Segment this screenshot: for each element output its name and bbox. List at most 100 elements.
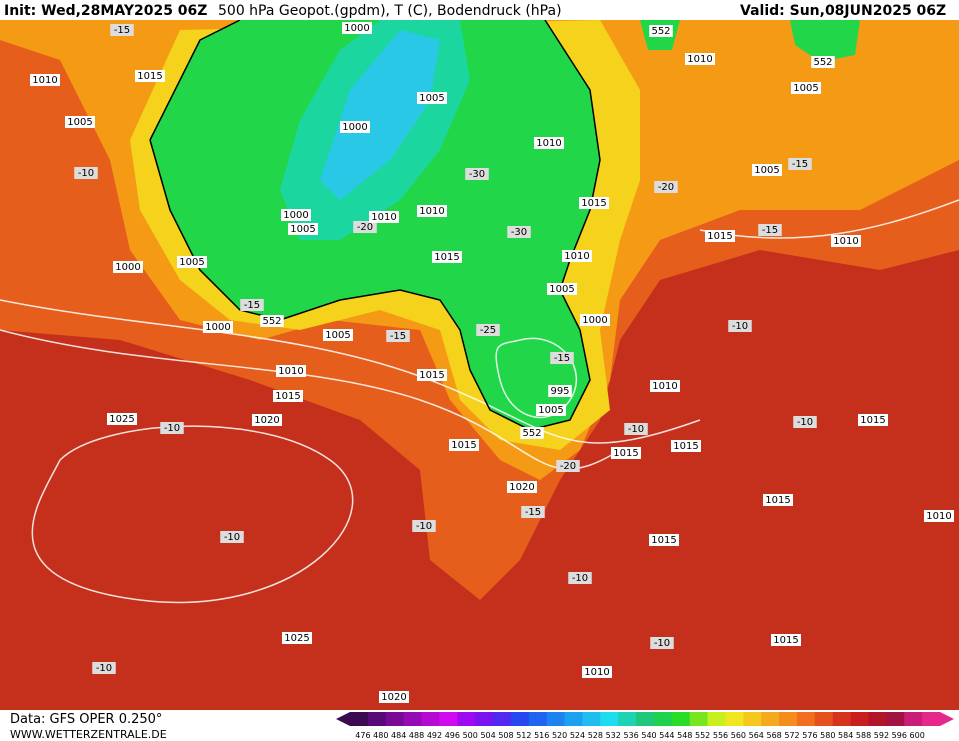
- temperature-label: -10: [572, 573, 588, 584]
- pressure-label: 1010: [584, 667, 609, 678]
- pressure-label-box: [276, 365, 306, 377]
- colorbar-label: 512: [516, 731, 531, 740]
- temperature-label: -15: [390, 331, 406, 342]
- pressure-label-box: [924, 510, 954, 522]
- pressure-label: 1005: [419, 93, 444, 104]
- pressure-label: 1015: [651, 535, 676, 546]
- colorbar-label: 560: [731, 731, 746, 740]
- pressure-label: 995: [550, 386, 569, 397]
- init-time: Init: Wed,28MAY2025 06Z: [4, 3, 207, 19]
- pressure-label-box: [671, 440, 701, 452]
- pressure-label-box: [685, 53, 715, 65]
- colorbar-swatch: [510, 712, 530, 726]
- pressure-label: 1010: [278, 366, 303, 377]
- pressure-label-box: [791, 82, 821, 94]
- valid-time: Valid: Sun,08JUN2025 06Z: [740, 3, 946, 19]
- temperature-label: -15: [762, 225, 778, 236]
- pressure-label: 552: [651, 26, 670, 37]
- pressure-label: 1015: [765, 495, 790, 506]
- pressure-label: 1020: [381, 692, 406, 703]
- colorbar-label: 592: [874, 731, 889, 740]
- pressure-label-box: [649, 534, 679, 546]
- colorbar-label: 476: [355, 731, 370, 740]
- temperature-label: -10: [797, 417, 813, 428]
- colorbar-swatch: [564, 712, 583, 726]
- temperature-label: -10: [224, 532, 240, 543]
- pressure-label-box: [273, 390, 303, 402]
- pressure-label: 1005: [325, 330, 350, 341]
- temperature-label: -10: [78, 168, 94, 179]
- pressure-label-box: [831, 235, 861, 247]
- pressure-label-box: [177, 256, 207, 268]
- pressure-label-box: [432, 251, 462, 263]
- pressure-label-box: [547, 283, 577, 295]
- temperature-label: -15: [792, 159, 808, 170]
- pressure-label: 1000: [344, 23, 369, 34]
- colorbar-label: 556: [713, 731, 728, 740]
- colorbar-swatch: [528, 712, 548, 726]
- temperature-label-box: [110, 24, 134, 36]
- colorbar-swatch: [600, 712, 619, 726]
- colorbar-label: 516: [534, 731, 549, 740]
- colorbar-swatch: [868, 712, 887, 726]
- map-labels: -15 1010 1015 1005 -10 1000 1005 1000 -15 552 1005…: [30, 22, 954, 703]
- pressure-label-box: [771, 634, 801, 646]
- temperature-label-box: [160, 422, 184, 434]
- colorbar: 476 480 484 488 492 496 500 504 508 512 516 520 524 5…: [336, 712, 954, 740]
- temperature-label-box: [793, 416, 817, 428]
- pressure-label-box: [580, 314, 610, 326]
- contour-552: [149, 19, 601, 431]
- data-source: Data: GFS OPER 0.250°: [10, 712, 162, 727]
- pressure-label: 1005: [179, 257, 204, 268]
- temperature-label-box: [92, 662, 116, 674]
- pressure-label-box: [858, 414, 888, 426]
- temperature-label-box: [568, 572, 592, 584]
- temperature-label-box: [74, 167, 98, 179]
- colorbar-swatch: [582, 712, 601, 726]
- pressure-label: 1000: [205, 322, 230, 333]
- temperature-label: -10: [654, 638, 670, 649]
- pressure-label: 1005: [67, 117, 92, 128]
- pressure-label: 552: [522, 428, 541, 439]
- pressure-label: 1015: [860, 415, 885, 426]
- pressure-label: 1015: [613, 448, 638, 459]
- colorbar-swatch: [779, 712, 798, 726]
- colorbar-swatch: [689, 712, 709, 726]
- pressure-label-box: [369, 211, 399, 223]
- colorbar-label: 588: [856, 731, 871, 740]
- field-green-ne: [640, 20, 860, 62]
- pressure-label-box: [611, 447, 641, 459]
- colorbar-swatch: [796, 712, 816, 726]
- pressure-label: 1020: [509, 482, 534, 493]
- pressure-label: 1000: [283, 210, 308, 221]
- pressure-label: 1010: [926, 511, 951, 522]
- header-band: [0, 0, 959, 20]
- pressure-label-box: [507, 481, 537, 493]
- temperature-label: -15: [554, 353, 570, 364]
- colorbar-label: 488: [409, 731, 424, 740]
- pressure-label: 1005: [290, 224, 315, 235]
- pressure-label: 1025: [109, 414, 134, 425]
- temperature-label-box: [550, 352, 574, 364]
- colorbar-label: 600: [910, 731, 925, 740]
- pressure-label: 1015: [451, 440, 476, 451]
- temperature-label-box: [465, 168, 489, 180]
- temperature-label: -10: [732, 321, 748, 332]
- colorbar-swatch: [636, 712, 655, 726]
- colorbar-swatch: [850, 712, 869, 726]
- pressure-label-box: [340, 121, 370, 133]
- map: [0, 19, 959, 710]
- colorbar-swatch: [832, 712, 852, 726]
- pressure-label-box: [260, 315, 284, 327]
- pressure-label: 1000: [342, 122, 367, 133]
- temperature-label: -30: [511, 227, 527, 238]
- website: WWW.WETTERZENTRALE.DE: [10, 728, 167, 741]
- colorbar-label: 532: [606, 731, 621, 740]
- pressure-label: 1015: [581, 198, 606, 209]
- temperature-label-box: [220, 531, 244, 543]
- colorbar-label: 496: [445, 731, 460, 740]
- colorbar-swatch: [707, 712, 726, 726]
- temperature-label: -20: [658, 182, 674, 193]
- pressure-label-box: [417, 205, 447, 217]
- pressure-label: 1010: [652, 381, 677, 392]
